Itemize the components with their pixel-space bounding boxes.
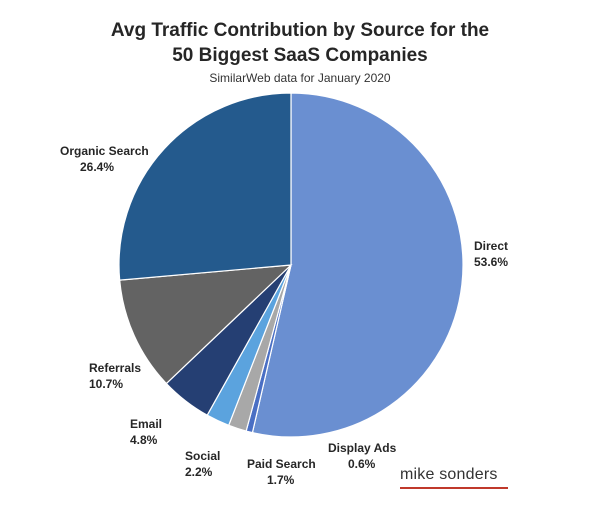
slice-label-direct: Direct <box>474 239 508 253</box>
brand-logo: mike sonders <box>400 466 498 483</box>
slice-label-referrals: Referrals <box>89 361 141 375</box>
slice-label-email: Email <box>130 417 162 431</box>
slice-value-email: 4.8% <box>130 433 158 447</box>
slice-label-social: Social <box>185 449 220 463</box>
pie-slice-organic-search <box>118 92 292 281</box>
slice-label-organic-search: Organic Search <box>60 144 149 158</box>
slice-value-paid-search: 1.7% <box>267 473 295 487</box>
slice-label-paid-search: Paid Search <box>247 457 316 471</box>
chart-title: Avg Traffic Contribution by Source for t… <box>0 18 600 68</box>
pie-slice-direct <box>251 92 464 438</box>
slice-value-social: 2.2% <box>185 465 213 479</box>
pie-labels: Direct 53.6% Display Ads 0.6% Paid Search 1.7… <box>60 144 508 487</box>
slice-value-display-ads: 0.6% <box>348 457 376 471</box>
slice-value-direct: 53.6% <box>474 255 508 269</box>
slice-value-referrals: 10.7% <box>89 377 123 391</box>
brand-underline <box>400 487 508 489</box>
chart-title-line-1: Avg Traffic Contribution by Source for t… <box>110 20 490 41</box>
slice-label-display-ads: Display Ads <box>328 441 397 455</box>
chart-header: Avg Traffic Contribution by Source for t… <box>0 18 600 86</box>
slice-value-organic-search: 26.4% <box>80 160 114 174</box>
pie-slice-referrals <box>119 264 293 385</box>
pie-slices <box>118 92 464 438</box>
chart-title-line-2: 50 Biggest SaaS Companies <box>172 45 428 66</box>
chart-subtitle: SimilarWeb data for January 2020 <box>209 71 391 85</box>
